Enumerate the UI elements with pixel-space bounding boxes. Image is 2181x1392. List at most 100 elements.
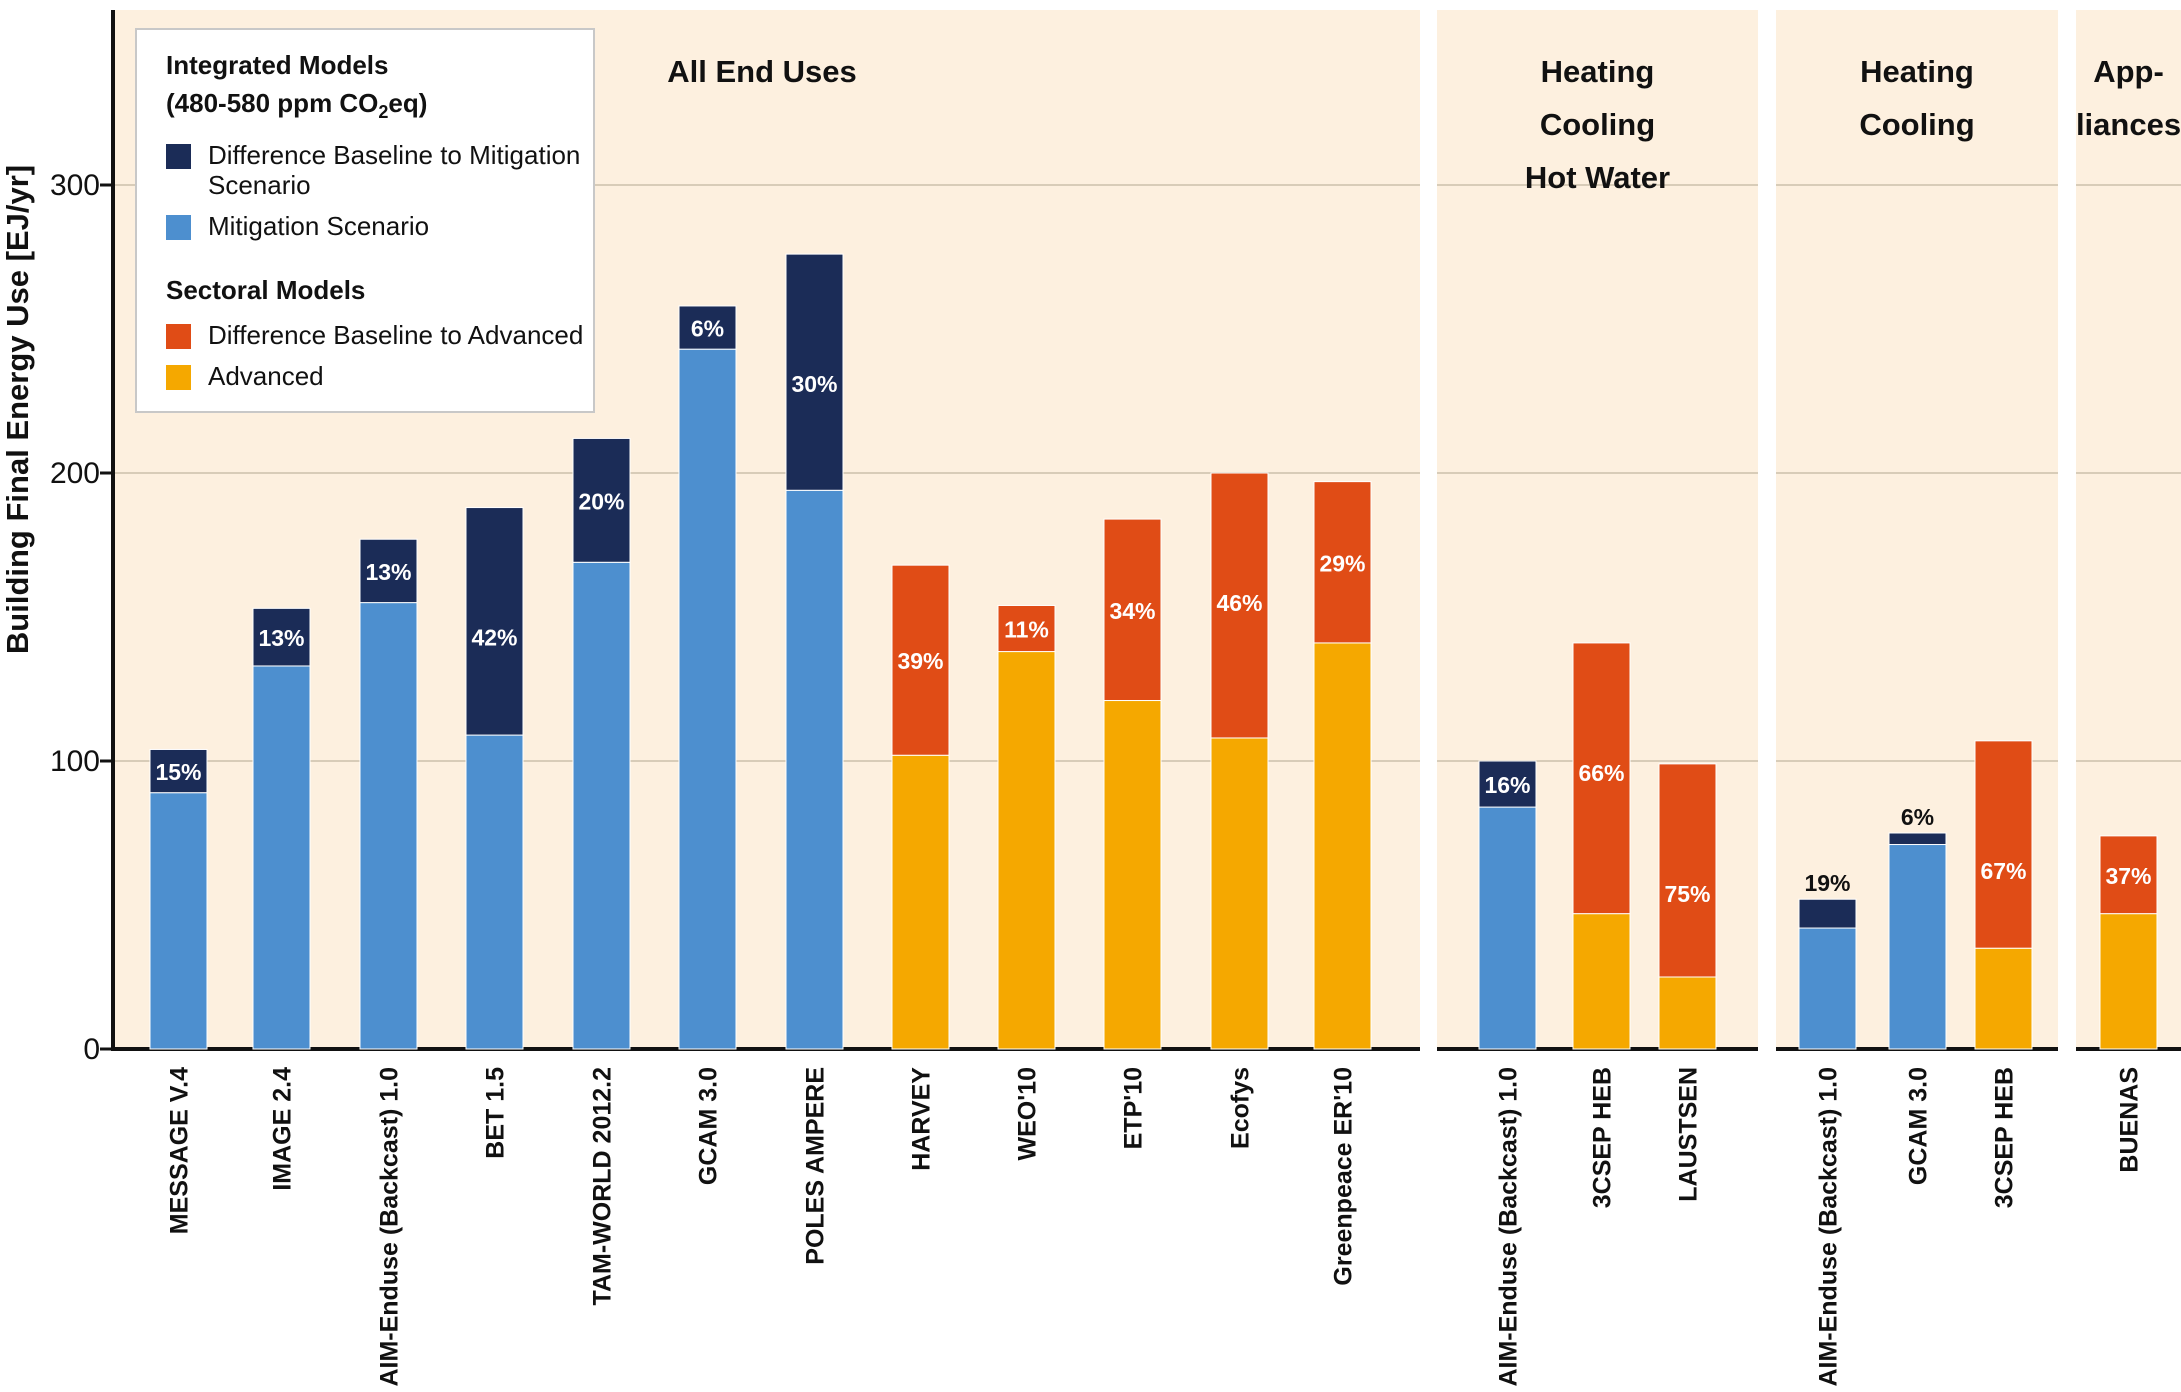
- x-tick-label: BET 1.5: [482, 1067, 510, 1159]
- bar-mitigation-difference: [1798, 898, 1857, 929]
- bar-mitigation-difference: [785, 253, 844, 491]
- x-tick-label: AIM-Enduse (Backcast) 1.0: [376, 1067, 404, 1387]
- x-tick-label: IMAGE 2.4: [269, 1067, 297, 1191]
- bar-value-label: 29%: [1319, 550, 1365, 576]
- legend-integrated-heading: Integrated Models: [166, 50, 389, 80]
- bar-mitigation-difference: [252, 607, 311, 667]
- bar-advanced: [1313, 642, 1372, 1050]
- legend-label: Mitigation Scenario: [208, 211, 430, 241]
- bar-mitigation: [359, 602, 418, 1050]
- bar-value-label: 66%: [1578, 760, 1624, 786]
- x-tick-label: AIM-Enduse (Backcast) 1.0: [1815, 1067, 1843, 1387]
- x-tick-label: WEO'10: [1014, 1067, 1042, 1160]
- bar-value-label: 39%: [897, 648, 943, 674]
- bar-mitigation: [678, 348, 737, 1050]
- y-tick-label: 300: [50, 169, 100, 202]
- bar-value-label: 20%: [578, 488, 624, 514]
- bar-value-label: 75%: [1664, 881, 1710, 907]
- bar-value-label: 16%: [1484, 772, 1530, 798]
- bar-mitigation: [572, 561, 631, 1050]
- bar-advanced-difference: [1313, 481, 1372, 644]
- panel-title: liances: [2076, 107, 2181, 142]
- y-tick-label: 0: [83, 1033, 100, 1066]
- bar-advanced: [997, 651, 1056, 1050]
- bar-value-label: 34%: [1109, 598, 1155, 624]
- panel-title: Heating: [1541, 54, 1655, 89]
- bar-value-label: 13%: [258, 625, 304, 651]
- bar-value-label: 11%: [1004, 617, 1049, 643]
- x-tick-label: ETP'10: [1120, 1067, 1148, 1149]
- bar-advanced: [891, 754, 950, 1050]
- bar-mitigation-difference: [678, 305, 737, 350]
- bar-value-label: 15%: [155, 759, 201, 785]
- y-axis-label: Building Final Energy Use [EJ/yr]: [0, 165, 35, 654]
- bar-advanced-difference: [2099, 835, 2158, 915]
- panel-title: All End Uses: [667, 54, 857, 89]
- x-tick-label: MESSAGE V.4: [166, 1067, 194, 1234]
- bar-advanced-difference: [1658, 763, 1717, 978]
- bar-mitigation: [1478, 806, 1537, 1050]
- legend: Integrated Models (480-580 ppm CO2eq) Di…: [135, 28, 595, 413]
- panel-title: Cooling: [1859, 107, 1974, 142]
- y-tick-label: 200: [50, 457, 100, 490]
- panel-title: Heating: [1860, 54, 1974, 89]
- bar-mitigation-difference: [465, 507, 524, 736]
- bar-advanced: [2099, 913, 2158, 1050]
- bar-mitigation: [785, 489, 844, 1050]
- bar-advanced-difference: [1974, 740, 2033, 949]
- bar-mitigation: [1798, 927, 1857, 1050]
- bar-mitigation: [149, 792, 208, 1050]
- bar-value-label: 46%: [1216, 590, 1262, 616]
- bar-value-label: 42%: [471, 625, 517, 651]
- bar-value-label: 19%: [1804, 870, 1850, 896]
- x-tick-label: GCAM 3.0: [695, 1067, 723, 1185]
- bar-mitigation-difference: [572, 437, 631, 563]
- legend-label: Difference Baseline to Mitigation Scenar…: [208, 140, 581, 200]
- bar-advanced-difference: [1572, 642, 1631, 915]
- x-tick-label: TAM-WORLD 2012.2: [589, 1067, 617, 1305]
- bar-value-label: 13%: [365, 559, 411, 585]
- bar-advanced: [1210, 737, 1269, 1050]
- y-tick-label: 100: [50, 745, 100, 778]
- bar-mitigation-difference: [149, 748, 208, 794]
- bar-advanced: [1572, 913, 1631, 1050]
- x-tick-label: POLES AMPERE: [802, 1067, 830, 1265]
- bar-advanced-difference: [891, 564, 950, 756]
- legend-swatch-mitigation: [166, 215, 191, 240]
- x-tick-label: Greenpeace ER'10: [1330, 1067, 1358, 1286]
- x-tick-label: HARVEY: [908, 1067, 936, 1171]
- bar-value-label: 37%: [2105, 863, 2151, 889]
- legend-sectoral-heading: Sectoral Models: [166, 275, 366, 305]
- legend-swatch-advanced: [166, 365, 191, 390]
- bar-advanced: [1658, 976, 1717, 1050]
- x-tick-label: 3CSEP HEB: [1589, 1067, 1617, 1208]
- bar-value-label: 6%: [691, 316, 724, 342]
- panel-title: App-: [2093, 54, 2164, 89]
- bar-value-label: 6%: [1901, 804, 1934, 830]
- bar-mitigation-difference: [359, 538, 418, 604]
- bar-advanced-difference: [1103, 518, 1162, 702]
- bar-mitigation: [465, 734, 524, 1050]
- x-tick-label: LAUSTSEN: [1675, 1067, 1703, 1202]
- bar-mitigation: [1888, 844, 1947, 1050]
- x-tick-label: AIM-Enduse (Backcast) 1.0: [1495, 1067, 1523, 1387]
- x-tick-label: GCAM 3.0: [1905, 1067, 1933, 1185]
- panel-title: Hot Water: [1525, 160, 1670, 195]
- bar-advanced-difference: [997, 604, 1056, 653]
- x-tick-label: BUENAS: [2116, 1067, 2144, 1173]
- x-tick-label: Ecofys: [1227, 1067, 1255, 1149]
- legend-swatch-advanced-diff: [166, 324, 191, 349]
- bar-advanced: [1103, 700, 1162, 1050]
- legend-label: Advanced: [208, 361, 324, 391]
- bar-advanced: [1974, 947, 2033, 1050]
- legend-integrated-subheading: (480-580 ppm CO2eq): [166, 88, 428, 123]
- x-tick-label: 3CSEP HEB: [1991, 1067, 2019, 1208]
- bar-advanced-difference: [1210, 472, 1269, 739]
- legend-label: Difference Baseline to Advanced: [208, 320, 584, 350]
- bar-mitigation: [252, 665, 311, 1050]
- bar-mitigation-difference: [1478, 760, 1537, 808]
- bar-value-label: 67%: [1980, 858, 2026, 884]
- bar-mitigation-difference: [1888, 832, 1947, 846]
- panel-title: Cooling: [1540, 107, 1655, 142]
